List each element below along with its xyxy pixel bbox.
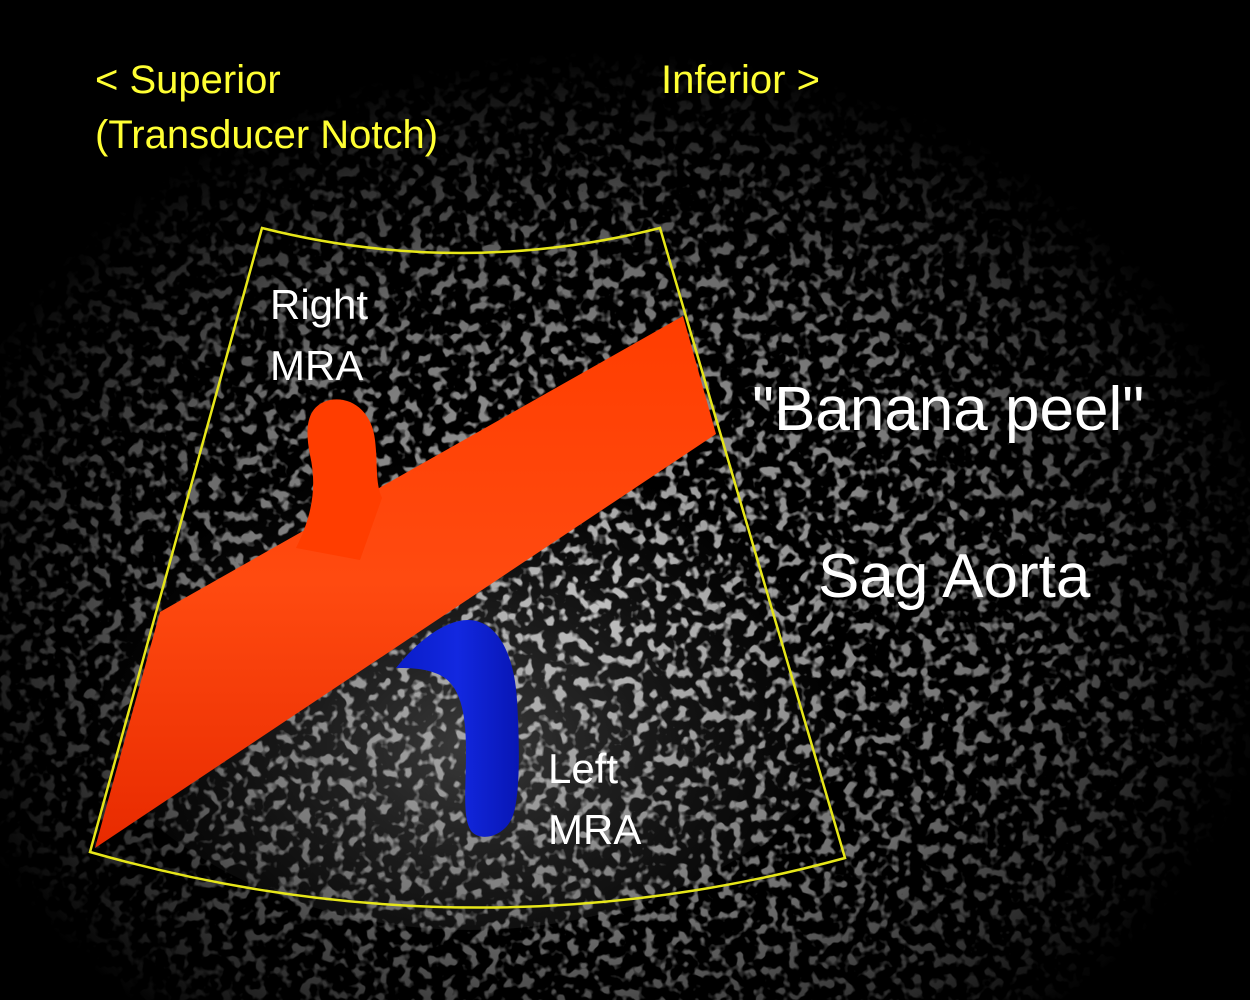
superior-orientation-label: < Superior: [95, 58, 281, 102]
banana-peel-caption: "Banana peel": [752, 375, 1145, 444]
right-mra-label-line1: Right: [270, 281, 369, 328]
left-mra-label-line1: Left: [548, 745, 619, 792]
ultrasound-sector-outline: [88, 226, 847, 909]
transducer-notch-label: (Transducer Notch): [95, 113, 439, 157]
aorta-vessel: [95, 316, 716, 848]
right-mra-label-line2: MRA: [270, 342, 364, 389]
sag-aorta-caption: Sag Aorta: [818, 542, 1091, 611]
right-mra-vessel: [296, 399, 382, 560]
inferior-orientation-label: Inferior >: [661, 58, 820, 102]
left-mra-vessel: [396, 620, 519, 837]
left-mra-label-line2: MRA: [548, 806, 642, 853]
